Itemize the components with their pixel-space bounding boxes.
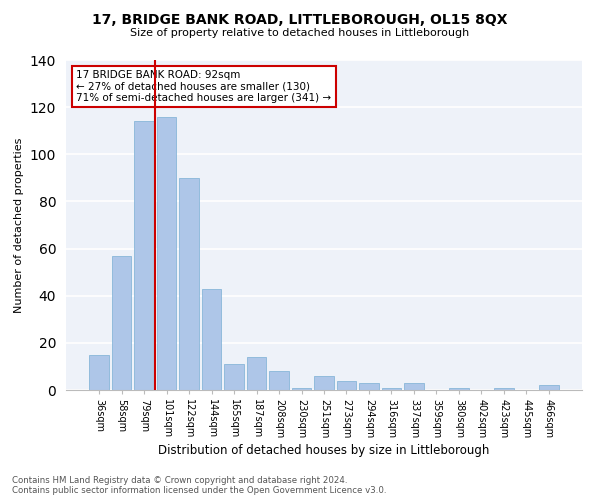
Bar [382, 388, 401, 390]
Bar [112, 256, 131, 390]
Bar [314, 376, 334, 390]
Bar [179, 178, 199, 390]
Text: Size of property relative to detached houses in Littleborough: Size of property relative to detached ho… [130, 28, 470, 38]
Bar [359, 383, 379, 390]
Bar [224, 364, 244, 390]
Text: 17 BRIDGE BANK ROAD: 92sqm
← 27% of detached houses are smaller (130)
71% of sem: 17 BRIDGE BANK ROAD: 92sqm ← 27% of deta… [76, 70, 331, 103]
Bar [494, 388, 514, 390]
Bar [157, 116, 176, 390]
Bar [134, 122, 154, 390]
Bar [269, 371, 289, 390]
Text: Contains HM Land Registry data © Crown copyright and database right 2024.
Contai: Contains HM Land Registry data © Crown c… [12, 476, 386, 495]
Y-axis label: Number of detached properties: Number of detached properties [14, 138, 25, 312]
Bar [89, 354, 109, 390]
Bar [292, 388, 311, 390]
Bar [449, 388, 469, 390]
Bar [247, 357, 266, 390]
X-axis label: Distribution of detached houses by size in Littleborough: Distribution of detached houses by size … [158, 444, 490, 457]
Bar [337, 380, 356, 390]
Text: 17, BRIDGE BANK ROAD, LITTLEBOROUGH, OL15 8QX: 17, BRIDGE BANK ROAD, LITTLEBOROUGH, OL1… [92, 12, 508, 26]
Bar [202, 288, 221, 390]
Bar [404, 383, 424, 390]
Bar [539, 386, 559, 390]
